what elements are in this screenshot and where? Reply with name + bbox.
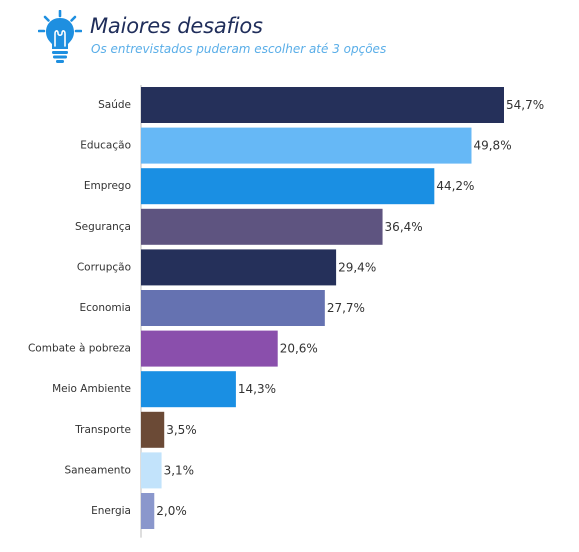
bar-9 bbox=[141, 452, 162, 489]
value-label: 14,3% bbox=[238, 382, 276, 396]
chart-title: Maiores desafios bbox=[90, 14, 263, 38]
category-label: Economia bbox=[80, 302, 132, 314]
category-label: Corrupção bbox=[77, 261, 131, 273]
value-label: 49,8% bbox=[473, 139, 511, 153]
bar-7 bbox=[141, 371, 236, 408]
bar-6 bbox=[141, 330, 278, 367]
bar-8 bbox=[141, 411, 165, 448]
category-label: Energia bbox=[91, 505, 131, 517]
category-label: Transporte bbox=[74, 424, 131, 436]
value-label: 29,4% bbox=[338, 260, 376, 274]
category-label: Saneamento bbox=[64, 464, 131, 476]
lightbulb-icon bbox=[38, 10, 82, 63]
value-label: 54,7% bbox=[506, 98, 544, 112]
category-label: Emprego bbox=[84, 180, 131, 192]
bar-1 bbox=[141, 127, 472, 164]
value-label: 3,1% bbox=[164, 463, 195, 477]
bar-4 bbox=[141, 249, 337, 286]
value-label: 20,6% bbox=[280, 342, 318, 356]
value-label: 2,0% bbox=[156, 504, 187, 518]
bar-3 bbox=[141, 208, 383, 245]
value-label: 36,4% bbox=[385, 220, 423, 234]
value-label: 27,7% bbox=[327, 301, 365, 315]
bar-chart: Saúde 54,7% Educação 49,8% Emprego 44,2% Segur… bbox=[28, 85, 544, 538]
bar-10 bbox=[141, 493, 155, 529]
category-label: Educação bbox=[80, 140, 131, 152]
value-label: 3,5% bbox=[166, 423, 197, 437]
value-label: 44,2% bbox=[436, 179, 474, 193]
bar-5 bbox=[141, 290, 325, 326]
category-label: Meio Ambiente bbox=[52, 383, 131, 395]
bar-2 bbox=[141, 168, 435, 205]
chart-subtitle: Os entrevistados puderam escolher até 3 … bbox=[91, 42, 387, 56]
category-label: Segurança bbox=[75, 221, 131, 233]
category-label: Saúde bbox=[98, 99, 131, 111]
category-label: Combate à pobreza bbox=[28, 343, 131, 355]
bar-0 bbox=[141, 87, 504, 123]
chart-header: Maiores desafios Os entrevistados pudera… bbox=[38, 8, 558, 68]
